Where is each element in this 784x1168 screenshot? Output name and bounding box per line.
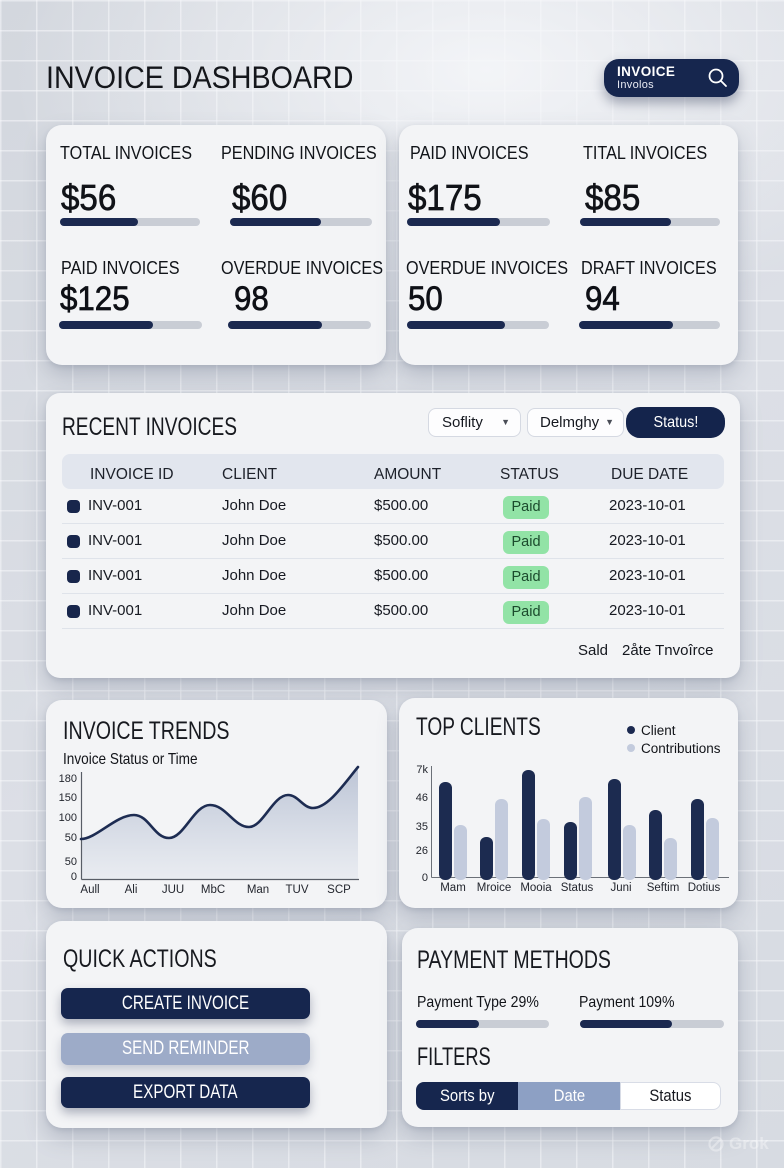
svg-text:46: 46: [416, 792, 428, 804]
svg-text:0: 0: [422, 872, 428, 884]
svg-text:Ali: Ali: [125, 884, 138, 896]
svg-text:7k: 7k: [416, 764, 428, 776]
svg-text:50: 50: [65, 856, 77, 868]
svg-text:Seftim: Seftim: [647, 882, 680, 894]
svg-text:100: 100: [59, 812, 77, 824]
svg-text:Aull: Aull: [80, 884, 99, 896]
svg-text:Man: Man: [247, 884, 269, 896]
svg-text:35: 35: [416, 821, 428, 833]
svg-text:26: 26: [416, 845, 428, 857]
svg-text:Mooia: Mooia: [520, 882, 552, 894]
svg-text:50: 50: [65, 832, 77, 844]
svg-text:150: 150: [59, 792, 77, 804]
svg-text:Juni: Juni: [610, 882, 631, 894]
svg-text:MbC: MbC: [201, 884, 225, 896]
svg-text:180: 180: [59, 773, 77, 785]
svg-text:TUV: TUV: [286, 884, 309, 896]
svg-text:JUU: JUU: [162, 884, 184, 896]
svg-text:0: 0: [71, 871, 77, 883]
svg-text:Mam: Mam: [440, 882, 466, 894]
svg-text:SCP: SCP: [327, 884, 351, 896]
svg-text:Mroice: Mroice: [477, 882, 512, 894]
svg-text:Status: Status: [561, 882, 594, 894]
svg-text:Dotius: Dotius: [688, 882, 721, 894]
